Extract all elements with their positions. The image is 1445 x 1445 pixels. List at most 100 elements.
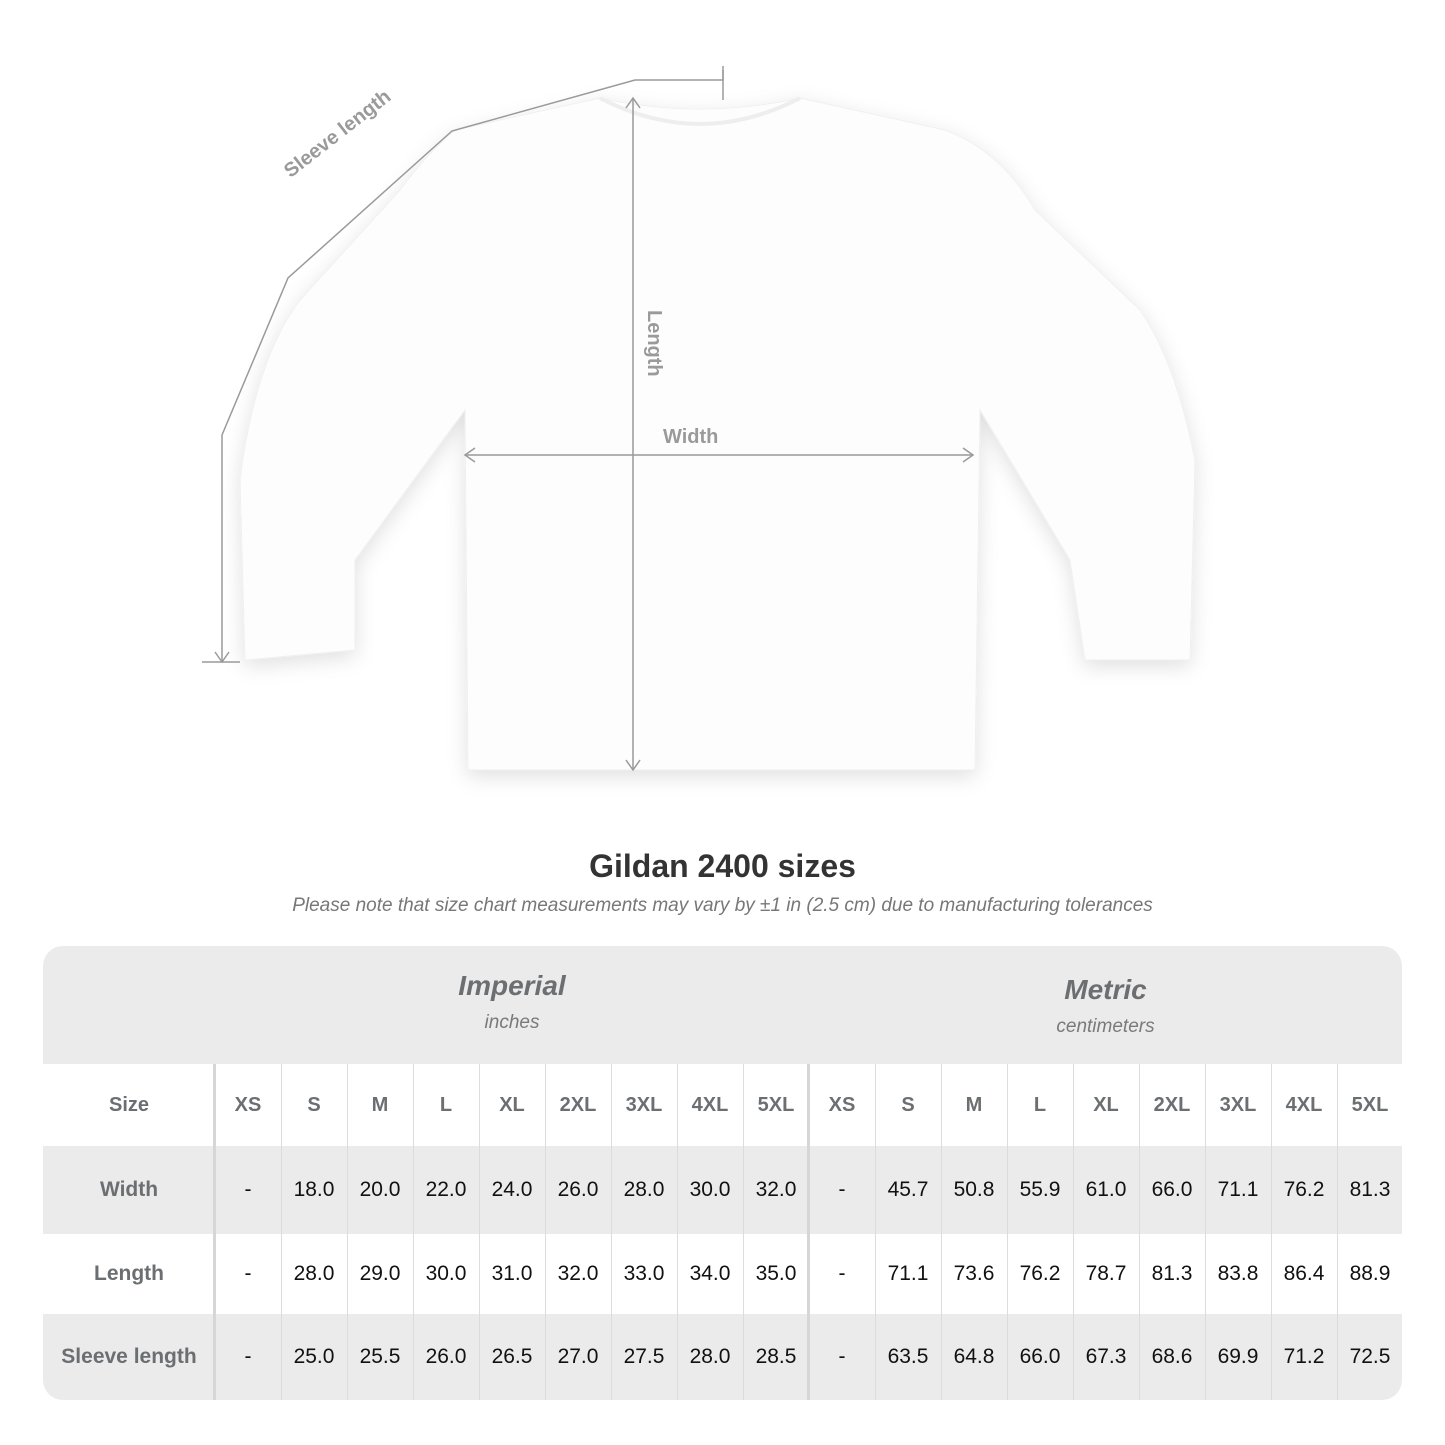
metric-value: 45.7 [887,1178,929,1201]
column-divider [807,1064,810,1400]
metric-value: 86.4 [1283,1262,1325,1285]
metric-value: 71.1 [1217,1178,1259,1201]
imperial-unit: inches [484,1012,540,1033]
imperial-value: 26.0 [425,1345,467,1368]
size-header-imperial: XL [499,1093,525,1116]
unit-header-band [43,946,1402,1064]
column-divider [1007,1064,1008,1400]
column-divider [1139,1064,1140,1400]
metric-value: - [838,1262,846,1285]
size-header-imperial: S [307,1093,321,1116]
width-label: Width [663,426,719,448]
metric-value: 50.8 [953,1178,995,1201]
metric-value: 66.0 [1019,1345,1061,1368]
row-band [43,1146,1402,1234]
imperial-value: 31.0 [491,1262,533,1285]
size-header-metric: 4XL [1285,1093,1323,1116]
imperial-value: 34.0 [689,1262,731,1285]
column-divider [677,1064,678,1400]
metric-value: 71.2 [1283,1345,1325,1368]
metric-value: 81.3 [1151,1262,1193,1285]
metric-header: Metric centimeters [809,946,1402,1064]
metric-value: 69.9 [1217,1345,1259,1368]
imperial-value: 30.0 [689,1178,731,1201]
size-header-metric: 3XL [1219,1093,1257,1116]
imperial-value: 29.0 [359,1262,401,1285]
imperial-value: 22.0 [425,1178,467,1201]
size-header-imperial: 4XL [691,1093,729,1116]
column-divider [413,1064,414,1400]
imperial-header: Imperial inches [215,946,809,1064]
column-divider [545,1064,546,1400]
imperial-title: Imperial [458,970,566,1001]
column-divider [1271,1064,1272,1400]
row-label: Sleeve length [61,1345,197,1368]
imperial-value: 27.5 [623,1345,665,1368]
metric-value: 61.0 [1085,1178,1127,1201]
metric-value: 81.3 [1349,1178,1391,1201]
metric-value: - [838,1178,846,1201]
imperial-value: 33.0 [623,1262,665,1285]
metric-value: 63.5 [887,1345,929,1368]
metric-value: 64.8 [953,1345,995,1368]
imperial-value: 27.0 [557,1345,599,1368]
imperial-value: 28.0 [623,1178,665,1201]
size-header-metric: XL [1093,1093,1119,1116]
size-header-metric: XS [828,1093,856,1116]
metric-value: 68.6 [1151,1345,1193,1368]
metric-value: 66.0 [1151,1178,1193,1201]
shirt-diagram [202,66,1196,772]
size-header-metric: 5XL [1351,1093,1389,1116]
size-header-imperial: 3XL [625,1093,663,1116]
metric-value: 67.3 [1085,1345,1127,1368]
metric-value: 76.2 [1019,1262,1061,1285]
metric-value: 72.5 [1349,1345,1391,1368]
column-divider [1337,1064,1338,1400]
imperial-value: - [244,1262,252,1285]
column-divider [611,1064,612,1400]
imperial-value: 28.5 [755,1345,797,1368]
imperial-value: 18.0 [293,1178,335,1201]
imperial-value: - [244,1345,252,1368]
column-divider [941,1064,942,1400]
imperial-value: 28.0 [293,1262,335,1285]
metric-value: 78.7 [1085,1262,1127,1285]
size-header-metric: M [965,1093,983,1116]
column-divider [1073,1064,1074,1400]
metric-value: 88.9 [1349,1262,1391,1285]
imperial-value: 30.0 [425,1262,467,1285]
column-divider [875,1064,876,1400]
imperial-value: 28.0 [689,1345,731,1368]
size-header-label: Size [108,1093,150,1116]
metric-value: 73.6 [953,1262,995,1285]
imperial-value: 26.0 [557,1178,599,1201]
metric-value: - [838,1345,846,1368]
size-header-imperial: 2XL [559,1093,597,1116]
imperial-value: 25.0 [293,1345,335,1368]
imperial-value: - [244,1178,252,1201]
imperial-value: 25.5 [359,1345,401,1368]
size-header-imperial: XS [234,1093,262,1116]
metric-value: 83.8 [1217,1262,1259,1285]
column-divider [479,1064,480,1400]
column-divider [1205,1064,1206,1400]
page-title: Gildan 2400 sizes [589,848,856,884]
size-header-metric: S [901,1093,915,1116]
size-header-metric: 2XL [1153,1093,1191,1116]
imperial-value: 32.0 [557,1262,599,1285]
size-header-imperial: L [439,1093,453,1116]
metric-title: Metric [1064,974,1147,1005]
measurement-lines [202,66,975,772]
size-header-metric: L [1033,1093,1047,1116]
length-label: Length [643,310,665,377]
row-label: Length [94,1262,164,1285]
row-label: Width [99,1178,159,1201]
column-divider [213,1064,216,1400]
column-divider [743,1064,744,1400]
metric-value: 71.1 [887,1262,929,1285]
size-table: Imperial inches Metric centimeters Size X… [43,946,1402,1400]
imperial-value: 24.0 [491,1178,533,1201]
column-divider [281,1064,282,1400]
imperial-value: 35.0 [755,1262,797,1285]
column-divider [347,1064,348,1400]
